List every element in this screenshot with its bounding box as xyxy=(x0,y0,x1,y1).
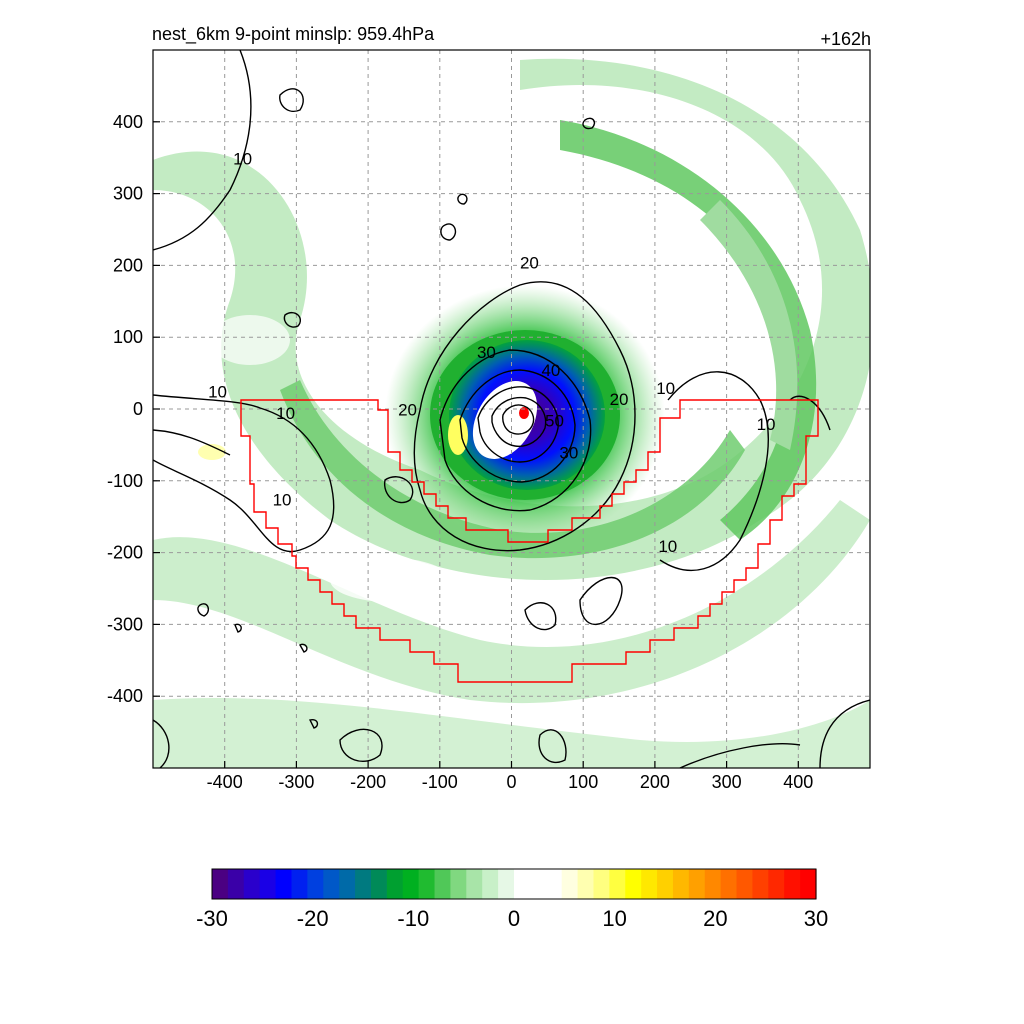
contour-label: 10 xyxy=(233,149,252,168)
colorbar-swatch xyxy=(688,869,706,899)
colorbar-swatch xyxy=(609,869,626,899)
colorbar-swatch xyxy=(704,869,722,899)
colorbar-swatch xyxy=(482,869,499,899)
contour-label: 10 xyxy=(757,415,776,434)
chart-title: nest_6km 9-point minslp: 959.4hPa xyxy=(152,24,435,45)
colorbar-swatch xyxy=(736,869,754,899)
y-tick-label: 300 xyxy=(113,184,143,204)
x-tick-label: 200 xyxy=(640,772,670,792)
y-tick-label: 200 xyxy=(113,255,143,275)
y-tick-label: -400 xyxy=(107,686,143,706)
colorbar-swatch xyxy=(434,869,452,899)
y-tick-label: 0 xyxy=(133,399,143,419)
colorbar-swatch xyxy=(498,869,515,899)
colorbar-swatch xyxy=(768,869,785,899)
contour-label: 10 xyxy=(658,537,677,556)
colorbar-tick-label: 10 xyxy=(602,906,626,931)
colorbar-swatch xyxy=(561,869,579,899)
colorbar-tick-label: -30 xyxy=(196,906,228,931)
red-boundary xyxy=(240,399,819,683)
colorbar-swatch xyxy=(450,869,467,899)
y-tick-label: 100 xyxy=(113,327,143,347)
colorbar-frame xyxy=(211,868,817,900)
contour-labels: 10 10 10 10 10 10 10 20 20 20 30 30 40 50 xyxy=(208,149,776,556)
colorbar-swatch xyxy=(339,869,356,899)
x-axis: -400 -300 -200 -100 0 100 200 300 400 xyxy=(207,761,813,792)
wind-contours xyxy=(153,50,870,768)
x-tick-label: 0 xyxy=(506,772,516,792)
colorbar-swatch xyxy=(386,869,404,899)
colorbar-swatch xyxy=(545,869,563,899)
colorbar-swatch xyxy=(784,869,801,899)
contour-label: 20 xyxy=(520,253,539,272)
x-tick-label: -300 xyxy=(278,772,314,792)
y-tick-label: -100 xyxy=(107,471,143,491)
colorbar-swatch xyxy=(418,869,436,899)
colorbar-swatch xyxy=(529,869,547,899)
colorbar: -30 -20 -10 0 10 20 30 xyxy=(196,868,828,931)
contour-label: 20 xyxy=(398,401,417,420)
colorbar-tick-label: 20 xyxy=(703,906,727,931)
colorbar-tick-label: -20 xyxy=(297,906,329,931)
colorbar-swatch xyxy=(259,869,277,899)
colorbar-tick-label: 0 xyxy=(508,906,520,931)
colorbar-swatch xyxy=(307,869,324,899)
forecast-hour: +162h xyxy=(820,29,871,49)
x-tick-label: -200 xyxy=(350,772,386,792)
colorbar-swatch xyxy=(625,869,642,899)
colorbar-swatch xyxy=(657,869,674,899)
contour-label: 30 xyxy=(559,444,578,463)
colorbar-swatch xyxy=(370,869,388,899)
colorbar-swatch xyxy=(355,869,372,899)
colorbar-swatch xyxy=(275,869,293,899)
x-tick-label: -400 xyxy=(207,772,243,792)
y-tick-label: -300 xyxy=(107,614,143,634)
contour-label: 10 xyxy=(273,490,292,509)
y-tick-label: 400 xyxy=(113,112,143,132)
shaded-field xyxy=(153,50,870,768)
y-axis: 400 300 200 100 0 -100 -200 -300 -400 xyxy=(107,112,160,706)
x-tick-label: 100 xyxy=(568,772,598,792)
colorbar-swatch xyxy=(752,869,769,899)
colorbar-tick-label: 30 xyxy=(804,906,828,931)
colorbar-swatch xyxy=(227,869,245,899)
x-tick-label: -100 xyxy=(422,772,458,792)
colorbar-swatch xyxy=(212,869,229,899)
contour-label: 10 xyxy=(656,379,675,398)
contour-label: 50 xyxy=(545,411,564,430)
contour-label: 10 xyxy=(208,383,227,402)
colorbar-swatch xyxy=(577,869,595,899)
colorbar-swatch xyxy=(800,869,817,899)
colorbar-swatch xyxy=(402,869,420,899)
x-tick-label: 300 xyxy=(712,772,742,792)
contour-label: 10 xyxy=(276,404,295,423)
contour-label: 40 xyxy=(541,361,560,380)
contour-label: 20 xyxy=(610,390,629,409)
colorbar-tick-label: -10 xyxy=(397,906,429,931)
colorbar-swatch xyxy=(641,869,658,899)
colorbar-swatch xyxy=(243,869,261,899)
colorbar-swatch xyxy=(291,869,308,899)
colorbar-swatch xyxy=(466,869,483,899)
colorbar-swatch xyxy=(323,869,340,899)
colorbar-swatch xyxy=(672,869,690,899)
colorbar-swatch xyxy=(593,869,610,899)
colorbar-swatch xyxy=(514,869,531,899)
x-tick-label: 400 xyxy=(783,772,813,792)
contour-label: 30 xyxy=(477,343,496,362)
colorbar-swatch xyxy=(720,869,738,899)
y-tick-label: -200 xyxy=(107,543,143,563)
